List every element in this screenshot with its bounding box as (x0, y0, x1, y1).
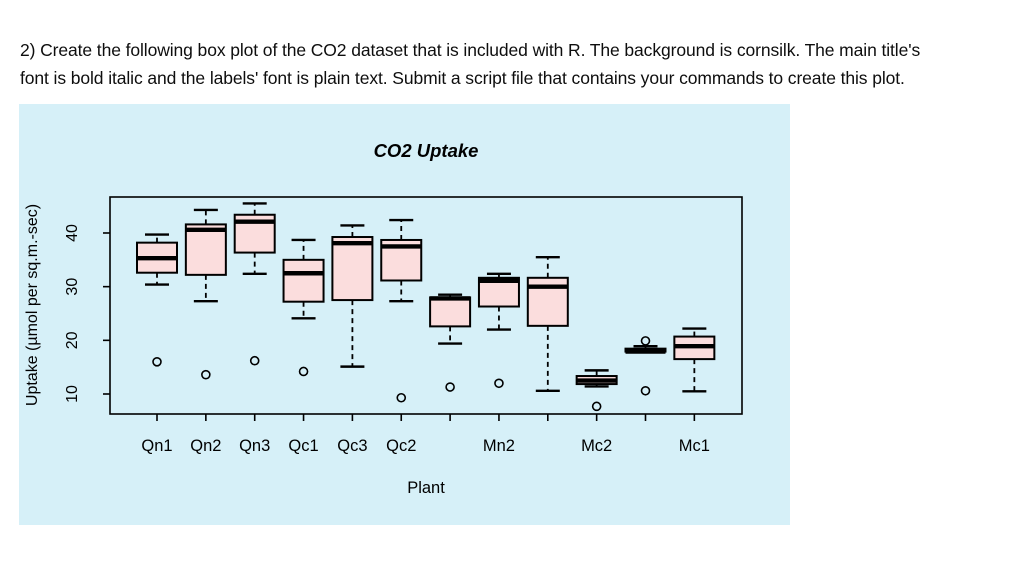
outlier-point (152, 356, 162, 367)
x-tick-label: Mn2 (483, 437, 515, 455)
x-tick-label: Mc2 (581, 437, 612, 455)
x-tick-label: Qc1 (288, 437, 318, 455)
iqr-box-Mn3 (429, 296, 472, 328)
boxplot-figure: 10 20 30 40 Qn1 Qn2 Qn3 Qc1 Qc3 Qc2 Mn2 Mc2 Mc1 CO2 … (19, 104, 790, 525)
outlier-point (640, 385, 651, 396)
outlier-point (298, 366, 309, 377)
y-tick-label: 20 (64, 331, 81, 349)
x-tick-label: Qn3 (239, 437, 270, 455)
y-tick-label: 10 (64, 385, 81, 403)
x-tick-label: Mc1 (679, 437, 710, 455)
outlier-point (640, 336, 651, 346)
y-tick-label: 30 (64, 278, 81, 296)
chart-title: CO2 Uptake (373, 140, 479, 161)
y-tick-label: 40 (64, 224, 81, 242)
x-tick-label: Qc2 (386, 437, 416, 455)
iqr-box-Qc1 (282, 258, 325, 303)
x-axis-label: Plant (407, 479, 445, 497)
iqr-box-Qc3 (331, 236, 374, 302)
plot-border (109, 196, 743, 415)
y-axis-label: Uptake (µmol per sq.m.-sec) (24, 203, 41, 407)
question-text-line1: 2) Create the following box plot of the … (20, 40, 921, 60)
outlier-point (249, 355, 260, 366)
x-tick-label: Qn2 (190, 437, 221, 455)
x-tick-label: Qc3 (337, 437, 367, 455)
figure-background (19, 104, 790, 525)
boxplot-canvas: 10 20 30 40 Qn1 Qn2 Qn3 Qc1 Qc3 Qc2 Mn2 Mc2 Mc1 (19, 104, 790, 525)
x-tick-label: Qn1 (141, 437, 172, 455)
question-text-line2: font is bold italic and the labels' font… (20, 68, 905, 88)
outlier-point (445, 382, 455, 392)
outlier-point (201, 369, 211, 380)
outlier-point (591, 401, 602, 412)
outlier-point (396, 392, 407, 403)
outlier-point (494, 378, 504, 389)
iqr-box-Qn2 (184, 223, 227, 276)
